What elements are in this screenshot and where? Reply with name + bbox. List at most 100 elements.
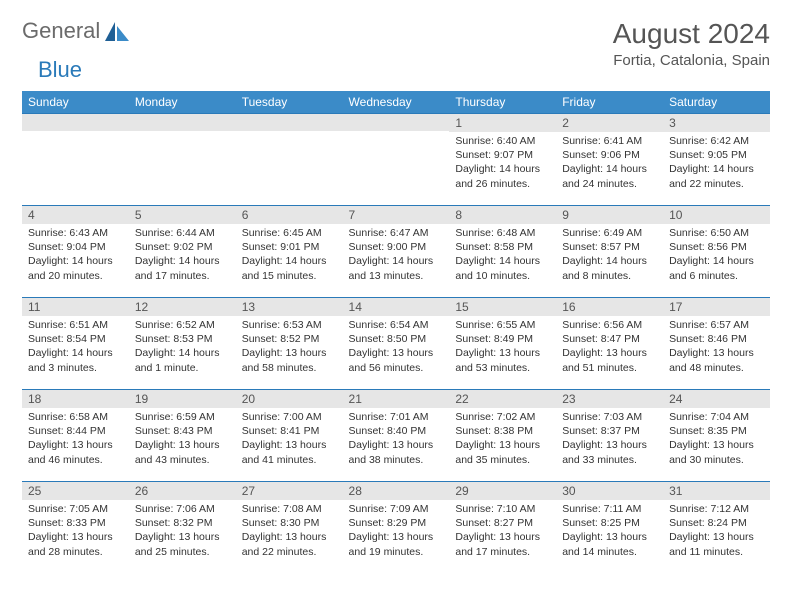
calendar-cell: 31Sunrise: 7:12 AMSunset: 8:24 PMDayligh… bbox=[663, 481, 770, 573]
calendar-cell: 9Sunrise: 6:49 AMSunset: 8:57 PMDaylight… bbox=[556, 205, 663, 297]
calendar-cell: 29Sunrise: 7:10 AMSunset: 8:27 PMDayligh… bbox=[449, 481, 556, 573]
day-details: Sunrise: 7:10 AMSunset: 8:27 PMDaylight:… bbox=[449, 500, 556, 563]
day-details: Sunrise: 7:12 AMSunset: 8:24 PMDaylight:… bbox=[663, 500, 770, 563]
day-number-strip: 28 bbox=[343, 481, 450, 500]
day-number-strip: 10 bbox=[663, 205, 770, 224]
day-number-strip: 11 bbox=[22, 297, 129, 316]
calendar-cell bbox=[129, 113, 236, 205]
day-details: Sunrise: 7:06 AMSunset: 8:32 PMDaylight:… bbox=[129, 500, 236, 563]
day-header-row: Sunday Monday Tuesday Wednesday Thursday… bbox=[22, 91, 770, 113]
logo-text-general: General bbox=[22, 18, 100, 44]
day-details: Sunrise: 6:49 AMSunset: 8:57 PMDaylight:… bbox=[556, 224, 663, 287]
day-number-strip: 8 bbox=[449, 205, 556, 224]
calendar-cell: 27Sunrise: 7:08 AMSunset: 8:30 PMDayligh… bbox=[236, 481, 343, 573]
calendar-cell bbox=[343, 113, 450, 205]
calendar-cell: 25Sunrise: 7:05 AMSunset: 8:33 PMDayligh… bbox=[22, 481, 129, 573]
calendar-cell: 24Sunrise: 7:04 AMSunset: 8:35 PMDayligh… bbox=[663, 389, 770, 481]
day-number-strip: 25 bbox=[22, 481, 129, 500]
calendar-cell: 22Sunrise: 7:02 AMSunset: 8:38 PMDayligh… bbox=[449, 389, 556, 481]
calendar-cell: 4Sunrise: 6:43 AMSunset: 9:04 PMDaylight… bbox=[22, 205, 129, 297]
day-number-strip: 3 bbox=[663, 113, 770, 132]
empty-day-strip bbox=[343, 113, 450, 131]
day-number-strip: 30 bbox=[556, 481, 663, 500]
calendar-week-row: 4Sunrise: 6:43 AMSunset: 9:04 PMDaylight… bbox=[22, 205, 770, 297]
calendar-cell: 16Sunrise: 6:56 AMSunset: 8:47 PMDayligh… bbox=[556, 297, 663, 389]
calendar-week-row: 25Sunrise: 7:05 AMSunset: 8:33 PMDayligh… bbox=[22, 481, 770, 573]
calendar-cell: 1Sunrise: 6:40 AMSunset: 9:07 PMDaylight… bbox=[449, 113, 556, 205]
day-header: Sunday bbox=[22, 91, 129, 113]
day-number-strip: 16 bbox=[556, 297, 663, 316]
calendar-cell: 7Sunrise: 6:47 AMSunset: 9:00 PMDaylight… bbox=[343, 205, 450, 297]
calendar-week-row: 11Sunrise: 6:51 AMSunset: 8:54 PMDayligh… bbox=[22, 297, 770, 389]
day-header: Tuesday bbox=[236, 91, 343, 113]
empty-day-strip bbox=[129, 113, 236, 131]
calendar-cell: 12Sunrise: 6:52 AMSunset: 8:53 PMDayligh… bbox=[129, 297, 236, 389]
calendar-cell: 2Sunrise: 6:41 AMSunset: 9:06 PMDaylight… bbox=[556, 113, 663, 205]
calendar-week-row: 18Sunrise: 6:58 AMSunset: 8:44 PMDayligh… bbox=[22, 389, 770, 481]
day-details: Sunrise: 6:55 AMSunset: 8:49 PMDaylight:… bbox=[449, 316, 556, 379]
page-title: August 2024 bbox=[613, 18, 770, 50]
calendar-cell: 14Sunrise: 6:54 AMSunset: 8:50 PMDayligh… bbox=[343, 297, 450, 389]
day-details: Sunrise: 6:51 AMSunset: 8:54 PMDaylight:… bbox=[22, 316, 129, 379]
day-details: Sunrise: 7:01 AMSunset: 8:40 PMDaylight:… bbox=[343, 408, 450, 471]
calendar-cell: 5Sunrise: 6:44 AMSunset: 9:02 PMDaylight… bbox=[129, 205, 236, 297]
day-number-strip: 24 bbox=[663, 389, 770, 408]
day-number-strip: 20 bbox=[236, 389, 343, 408]
day-header: Monday bbox=[129, 91, 236, 113]
day-details: Sunrise: 7:00 AMSunset: 8:41 PMDaylight:… bbox=[236, 408, 343, 471]
day-details: Sunrise: 6:41 AMSunset: 9:06 PMDaylight:… bbox=[556, 132, 663, 195]
calendar-cell: 10Sunrise: 6:50 AMSunset: 8:56 PMDayligh… bbox=[663, 205, 770, 297]
calendar-cell: 3Sunrise: 6:42 AMSunset: 9:05 PMDaylight… bbox=[663, 113, 770, 205]
day-details: Sunrise: 7:09 AMSunset: 8:29 PMDaylight:… bbox=[343, 500, 450, 563]
calendar-body: 1Sunrise: 6:40 AMSunset: 9:07 PMDaylight… bbox=[22, 113, 770, 573]
calendar-cell: 6Sunrise: 6:45 AMSunset: 9:01 PMDaylight… bbox=[236, 205, 343, 297]
day-details: Sunrise: 6:53 AMSunset: 8:52 PMDaylight:… bbox=[236, 316, 343, 379]
day-header: Thursday bbox=[449, 91, 556, 113]
location-subtitle: Fortia, Catalonia, Spain bbox=[613, 52, 770, 69]
day-details: Sunrise: 6:47 AMSunset: 9:00 PMDaylight:… bbox=[343, 224, 450, 287]
day-details: Sunrise: 6:48 AMSunset: 8:58 PMDaylight:… bbox=[449, 224, 556, 287]
calendar-cell: 13Sunrise: 6:53 AMSunset: 8:52 PMDayligh… bbox=[236, 297, 343, 389]
calendar-cell: 8Sunrise: 6:48 AMSunset: 8:58 PMDaylight… bbox=[449, 205, 556, 297]
day-number-strip: 27 bbox=[236, 481, 343, 500]
day-number-strip: 1 bbox=[449, 113, 556, 132]
day-details: Sunrise: 7:02 AMSunset: 8:38 PMDaylight:… bbox=[449, 408, 556, 471]
title-block: August 2024 Fortia, Catalonia, Spain bbox=[613, 18, 770, 69]
day-details: Sunrise: 7:03 AMSunset: 8:37 PMDaylight:… bbox=[556, 408, 663, 471]
empty-day-strip bbox=[236, 113, 343, 131]
calendar-cell: 19Sunrise: 6:59 AMSunset: 8:43 PMDayligh… bbox=[129, 389, 236, 481]
day-details: Sunrise: 6:50 AMSunset: 8:56 PMDaylight:… bbox=[663, 224, 770, 287]
day-details: Sunrise: 7:04 AMSunset: 8:35 PMDaylight:… bbox=[663, 408, 770, 471]
day-number-strip: 14 bbox=[343, 297, 450, 316]
day-details: Sunrise: 6:58 AMSunset: 8:44 PMDaylight:… bbox=[22, 408, 129, 471]
day-number-strip: 18 bbox=[22, 389, 129, 408]
day-number-strip: 7 bbox=[343, 205, 450, 224]
day-details: Sunrise: 6:40 AMSunset: 9:07 PMDaylight:… bbox=[449, 132, 556, 195]
day-details: Sunrise: 7:08 AMSunset: 8:30 PMDaylight:… bbox=[236, 500, 343, 563]
calendar-cell bbox=[22, 113, 129, 205]
day-number-strip: 9 bbox=[556, 205, 663, 224]
calendar-cell: 26Sunrise: 7:06 AMSunset: 8:32 PMDayligh… bbox=[129, 481, 236, 573]
calendar-cell: 21Sunrise: 7:01 AMSunset: 8:40 PMDayligh… bbox=[343, 389, 450, 481]
day-number-strip: 23 bbox=[556, 389, 663, 408]
day-details: Sunrise: 6:42 AMSunset: 9:05 PMDaylight:… bbox=[663, 132, 770, 195]
calendar-cell: 30Sunrise: 7:11 AMSunset: 8:25 PMDayligh… bbox=[556, 481, 663, 573]
calendar-cell: 15Sunrise: 6:55 AMSunset: 8:49 PMDayligh… bbox=[449, 297, 556, 389]
day-details: Sunrise: 6:59 AMSunset: 8:43 PMDaylight:… bbox=[129, 408, 236, 471]
calendar-cell: 23Sunrise: 7:03 AMSunset: 8:37 PMDayligh… bbox=[556, 389, 663, 481]
day-header: Wednesday bbox=[343, 91, 450, 113]
day-details: Sunrise: 7:05 AMSunset: 8:33 PMDaylight:… bbox=[22, 500, 129, 563]
calendar-cell: 20Sunrise: 7:00 AMSunset: 8:41 PMDayligh… bbox=[236, 389, 343, 481]
day-number-strip: 29 bbox=[449, 481, 556, 500]
logo-text-blue: Blue bbox=[38, 57, 82, 83]
day-number-strip: 17 bbox=[663, 297, 770, 316]
calendar-cell: 11Sunrise: 6:51 AMSunset: 8:54 PMDayligh… bbox=[22, 297, 129, 389]
day-details: Sunrise: 6:52 AMSunset: 8:53 PMDaylight:… bbox=[129, 316, 236, 379]
day-number-strip: 5 bbox=[129, 205, 236, 224]
day-number-strip: 22 bbox=[449, 389, 556, 408]
day-header: Saturday bbox=[663, 91, 770, 113]
day-details: Sunrise: 6:54 AMSunset: 8:50 PMDaylight:… bbox=[343, 316, 450, 379]
day-header: Friday bbox=[556, 91, 663, 113]
day-number-strip: 15 bbox=[449, 297, 556, 316]
day-details: Sunrise: 6:45 AMSunset: 9:01 PMDaylight:… bbox=[236, 224, 343, 287]
